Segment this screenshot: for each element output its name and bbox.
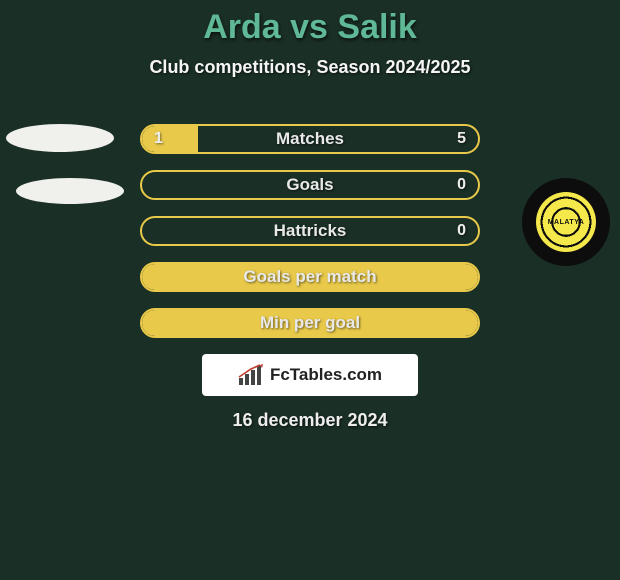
club-badge-label: MALATYA [548, 219, 585, 226]
club-badge-right: MALATYA [522, 178, 610, 266]
club-badge-inner: MALATYA [536, 192, 596, 252]
bar-label: Matches [142, 126, 478, 152]
bar-value-right: 0 [457, 172, 466, 198]
player-left-avatar-1 [6, 124, 114, 152]
bar-value-right: 0 [457, 218, 466, 244]
date-text: 16 december 2024 [0, 410, 620, 431]
bar-label: Goals per match [142, 264, 478, 290]
player-left-avatar-2 [16, 178, 124, 204]
page-title: Arda vs Salik [0, 0, 620, 47]
bar-value-left: 1 [154, 126, 163, 152]
comparison-infographic: { "title": "Arda vs Salik", "subtitle": … [0, 0, 620, 580]
stat-bar: Goals0 [140, 170, 480, 200]
bar-chart-icon [238, 364, 264, 386]
subtitle: Club competitions, Season 2024/2025 [0, 57, 620, 78]
source-logo-box: FcTables.com [202, 354, 418, 396]
stat-bar: Hattricks0 [140, 216, 480, 246]
bar-label: Goals [142, 172, 478, 198]
bar-label: Hattricks [142, 218, 478, 244]
bar-label: Min per goal [142, 310, 478, 336]
stat-bar: Matches1 5 [140, 124, 480, 154]
source-logo-text: FcTables.com [270, 365, 382, 385]
bar-value-right: 5 [457, 126, 466, 152]
stat-bar: Min per goal [140, 308, 480, 338]
stat-bar: Goals per match [140, 262, 480, 292]
